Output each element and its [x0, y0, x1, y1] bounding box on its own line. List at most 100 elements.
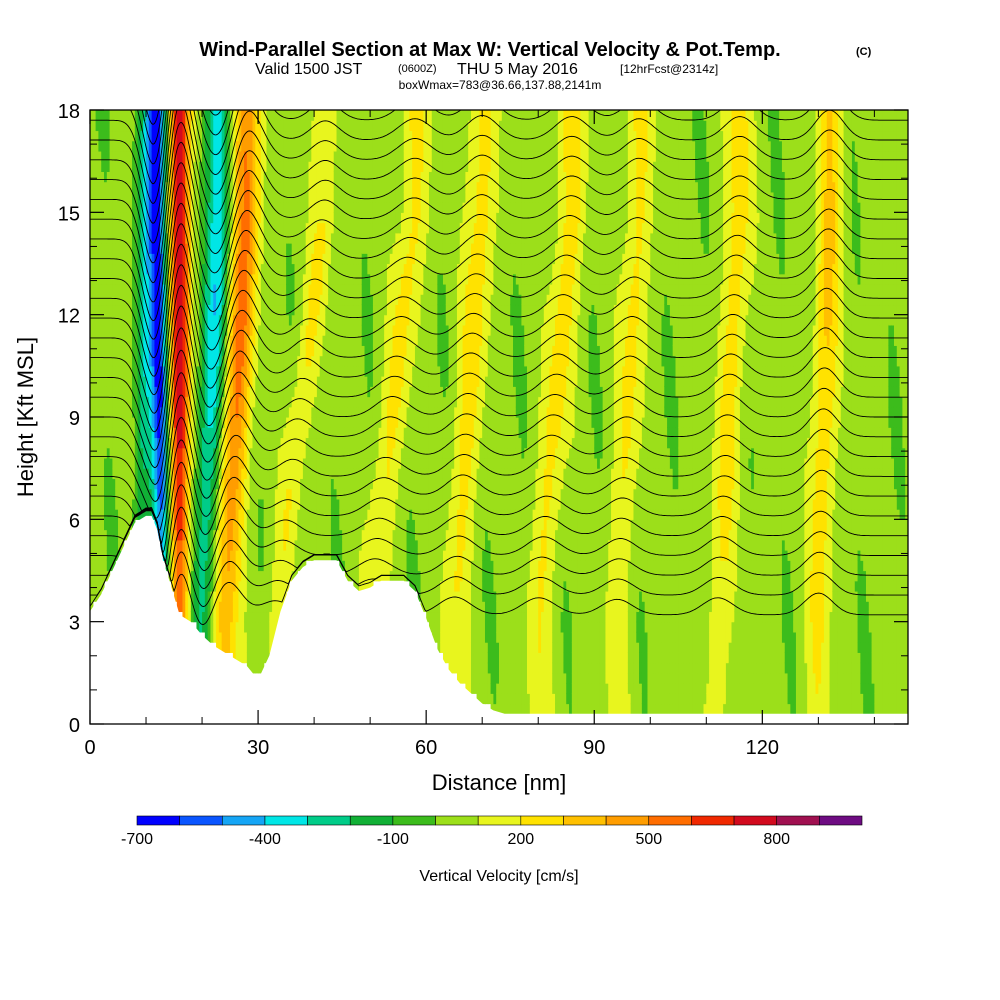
velocity-cell: [308, 304, 312, 316]
velocity-cell: [140, 437, 144, 449]
velocity-cell: [101, 263, 105, 275]
velocity-cell: [174, 478, 178, 490]
velocity-cell: [196, 560, 200, 572]
velocity-cell: [238, 590, 242, 602]
velocity-cell: [288, 550, 293, 561]
velocity-cell: [216, 580, 220, 592]
velocity-cell: [95, 355, 99, 367]
velocity-cell: [272, 130, 276, 142]
velocity-cell: [90, 222, 94, 234]
velocity-cell: [210, 447, 214, 459]
velocity-cell: [92, 376, 97, 387]
velocity-cell: [272, 570, 276, 582]
velocity-cell: [190, 457, 195, 469]
velocity-cell: [213, 191, 217, 203]
velocity-cell: [260, 642, 265, 653]
velocity-cell: [252, 161, 256, 172]
velocity-cell: [244, 314, 248, 326]
velocity-cell: [311, 509, 315, 520]
velocity-cell: [311, 457, 315, 469]
velocity-cell: [151, 457, 156, 469]
velocity-cell: [213, 140, 217, 152]
velocity-cell: [188, 529, 192, 541]
velocity-cell: [174, 550, 178, 561]
velocity-cell: [190, 447, 195, 459]
velocity-cell: [305, 498, 310, 510]
velocity-cell: [238, 601, 242, 613]
velocity-cell: [188, 376, 192, 387]
velocity-cell: [277, 181, 282, 193]
velocity-cell: [193, 120, 198, 132]
velocity-cell: [297, 314, 301, 326]
velocity-cell: [154, 181, 158, 193]
velocity-cell: [266, 335, 270, 346]
velocity-cell: [185, 427, 189, 439]
velocity-cell: [216, 304, 220, 316]
velocity-cell: [263, 427, 268, 439]
velocity-cell: [235, 273, 240, 285]
velocity-cell: [134, 324, 139, 336]
velocity-cell: [171, 427, 175, 439]
velocity-cell: [280, 355, 284, 367]
velocity-cell: [174, 498, 178, 510]
velocity-cell: [221, 263, 226, 275]
velocity-cell: [199, 468, 203, 479]
velocity-cell: [260, 120, 265, 132]
velocity-cell: [294, 396, 298, 408]
velocity-cell: [179, 222, 184, 234]
velocity-cell: [104, 447, 108, 459]
velocity-cell: [216, 150, 220, 162]
velocity-cell: [297, 529, 301, 541]
velocity-cell: [255, 662, 259, 674]
velocity-cell: [274, 273, 279, 285]
velocity-cell: [137, 468, 142, 479]
velocity-cell: [176, 570, 181, 582]
velocity-cell: [216, 447, 220, 459]
valid-date: THU 5 May 2016: [457, 61, 578, 78]
velocity-cell: [258, 304, 262, 316]
velocity-cell: [238, 437, 242, 449]
velocity-cell: [213, 447, 217, 459]
velocity-cell: [305, 181, 310, 193]
velocity-cell: [255, 376, 259, 387]
velocity-cell: [260, 304, 265, 316]
velocity-cell: [115, 222, 119, 234]
velocity-cell: [106, 355, 111, 367]
velocity-cell: [199, 335, 203, 346]
velocity-cell: [288, 171, 293, 183]
velocity-cell: [238, 232, 242, 244]
velocity-cell: [305, 550, 310, 561]
velocity-cell: [221, 191, 226, 203]
velocity-cell: [249, 539, 254, 551]
velocity-cell: [207, 335, 212, 346]
velocity-cell: [260, 324, 265, 336]
velocity-cell: [168, 345, 172, 357]
velocity-cell: [263, 171, 268, 183]
velocity-cell: [272, 273, 276, 285]
velocity-cell: [266, 212, 270, 224]
velocity-cell: [258, 498, 262, 510]
velocity-cell: [134, 427, 139, 439]
velocity-cell: [246, 539, 251, 551]
velocity-cell: [204, 232, 209, 244]
velocity-cell: [132, 212, 136, 224]
velocity-cell: [277, 529, 282, 541]
velocity-cell: [165, 140, 170, 152]
velocity-cell: [148, 447, 153, 459]
velocity-cell: [202, 120, 206, 132]
velocity-cell: [224, 283, 228, 295]
velocity-cell: [249, 488, 254, 500]
velocity-cell: [185, 560, 189, 572]
velocity-cell: [151, 396, 156, 408]
velocity-cell: [134, 243, 139, 254]
velocity-cell: [216, 642, 220, 653]
velocity-cell: [118, 345, 122, 357]
velocity-cell: [227, 457, 231, 469]
velocity-cell: [129, 161, 133, 172]
velocity-cell: [148, 243, 153, 254]
velocity-cell: [199, 212, 203, 224]
velocity-cell: [162, 417, 167, 428]
velocity-cell: [165, 324, 170, 336]
velocity-cell: [232, 110, 237, 121]
velocity-cell: [132, 232, 136, 244]
